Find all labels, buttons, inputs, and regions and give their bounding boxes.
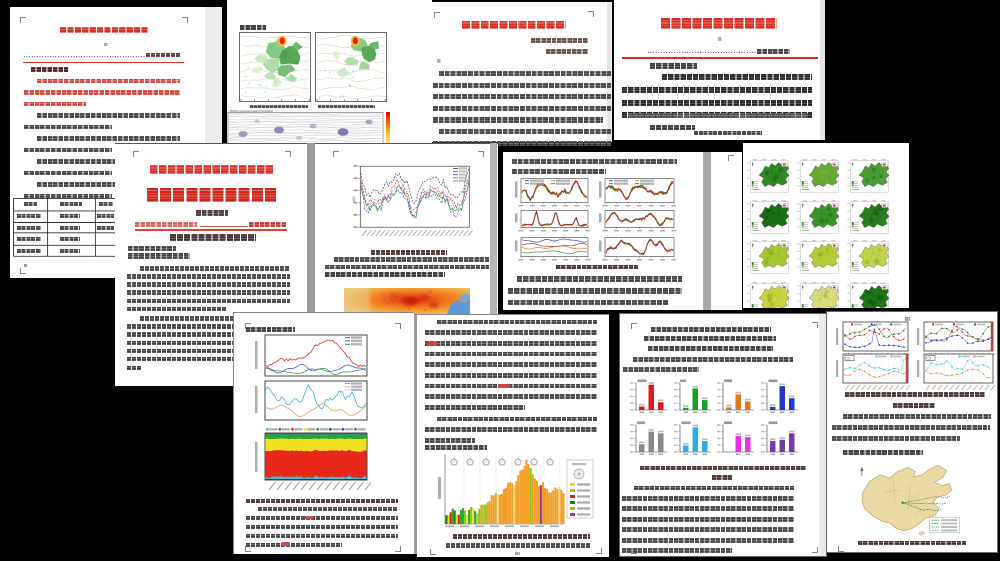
svg-text:850hPa and Accumulated Precipi: 850hPa and Accumulated Precipitation: [230, 110, 274, 113]
svg-text:Cl: Cl: [847, 357, 850, 361]
svg-text:AQI: AQI: [352, 196, 356, 202]
svg-text:Cl: Cl: [928, 357, 931, 361]
